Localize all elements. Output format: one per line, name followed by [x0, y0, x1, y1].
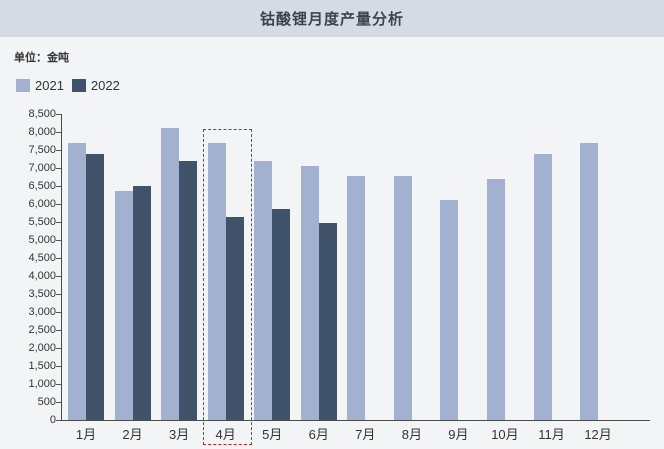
bar-2021-12月 — [580, 142, 599, 420]
legend-swatch-2021 — [16, 79, 30, 92]
bar-2021-4月 — [207, 142, 226, 420]
bar-2022-2月 — [132, 186, 151, 420]
bar-2021-10月 — [486, 178, 505, 420]
x-axis-label-3月: 3月 — [168, 427, 190, 442]
legend-label-2021: 2021 — [35, 78, 64, 93]
x-axis-label-2月: 2月 — [122, 427, 143, 442]
bar-2021-5月 — [254, 160, 273, 420]
header-bar: 钴酸锂月度产量分析 — [0, 0, 664, 37]
x-axis-label-7月: 7月 — [355, 427, 376, 442]
x-axis-label-11月: 11月 — [538, 427, 565, 442]
y-axis-tick — [56, 402, 61, 403]
y-axis-label: 3,000 — [28, 306, 56, 318]
bar-2021-8月 — [393, 175, 412, 420]
bar-2021-2月 — [114, 191, 133, 420]
legend-label-2022: 2022 — [90, 78, 120, 93]
y-axis-tick — [56, 384, 61, 385]
y-axis-tick — [56, 294, 61, 295]
y-axis-tick — [56, 312, 61, 313]
y-axis-label: 6,500 — [28, 180, 56, 192]
x-axis-label-10月: 10月 — [491, 427, 519, 442]
y-axis-label: 8,500 — [28, 108, 56, 120]
bar-2022-4月 — [225, 216, 244, 420]
y-axis-tick — [56, 222, 61, 223]
x-axis-label-6月: 6月 — [308, 427, 329, 442]
page-title: 钴酸锂月度产量分析 — [259, 11, 404, 28]
y-axis-label: 2,500 — [28, 324, 56, 336]
bar-2022-5月 — [272, 209, 291, 420]
bar-2021-9月 — [440, 200, 459, 420]
y-axis-label: 500 — [37, 396, 56, 408]
y-axis-label: 7,500 — [28, 144, 56, 156]
y-axis-label: 0 — [49, 414, 56, 426]
bar-2022-6月 — [318, 222, 337, 420]
unit-label: 单位：金吨 — [14, 52, 69, 64]
y-axis-tick — [56, 150, 61, 151]
bar-2021-6月 — [300, 166, 319, 420]
y-axis-label: 4,000 — [28, 270, 56, 282]
y-axis-tick — [56, 366, 61, 367]
y-axis-tick — [56, 132, 61, 133]
y-axis-label: 4,500 — [28, 252, 56, 264]
bar-2021-3月 — [161, 128, 180, 420]
y-axis-tick — [56, 114, 61, 115]
y-axis-tick — [56, 348, 61, 349]
highlight-box-4月 — [202, 129, 252, 445]
legend-item-2022[interactable]: 2022 — [71, 78, 120, 93]
y-axis-label: 1,000 — [28, 378, 56, 390]
x-axis-label-8月: 8月 — [401, 427, 422, 442]
legend-item-2021[interactable]: 2021 — [16, 78, 64, 93]
x-axis-label-1月: 1月 — [75, 427, 97, 442]
y-axis-tick — [56, 186, 61, 187]
bar-2021-7月 — [347, 175, 366, 420]
y-axis-label: 5,500 — [28, 216, 56, 228]
legend-swatch-2022 — [71, 79, 86, 92]
bar-2022-3月 — [179, 160, 198, 420]
y-axis-tick — [56, 204, 61, 205]
x-axis-label-12月: 12月 — [584, 427, 612, 442]
y-axis-label: 5,000 — [28, 234, 56, 246]
y-axis-label: 6,000 — [28, 198, 56, 210]
y-axis-tick — [56, 330, 61, 331]
y-axis-tick — [56, 258, 61, 259]
y-axis-tick — [56, 420, 61, 421]
x-axis-label-9月: 9月 — [448, 427, 469, 442]
y-axis-label: 3,500 — [28, 288, 56, 300]
legend: 2021 2022 — [16, 78, 120, 93]
x-axis-label-5月: 5月 — [262, 427, 283, 442]
chart: 0 500 1,000 1,500 2,000 2,500 3,000 3,500 4,000 4… — [0, 100, 664, 449]
y-axis-label: 2,000 — [28, 342, 56, 354]
bar-2021-1月 — [68, 142, 86, 420]
x-axis-label-4月: 4月 — [215, 427, 236, 442]
bar-2021-11月 — [533, 153, 552, 420]
x-axis-line — [61, 420, 650, 421]
y-axis-label: 8,000 — [28, 126, 56, 138]
bar-2022-1月 — [86, 153, 104, 420]
y-axis-line — [61, 114, 62, 420]
y-axis-tick — [56, 240, 61, 241]
y-axis-tick — [56, 276, 61, 277]
y-axis-label: 7,000 — [28, 162, 56, 174]
y-axis-tick — [56, 168, 61, 169]
y-axis-label: 1,500 — [28, 360, 56, 372]
